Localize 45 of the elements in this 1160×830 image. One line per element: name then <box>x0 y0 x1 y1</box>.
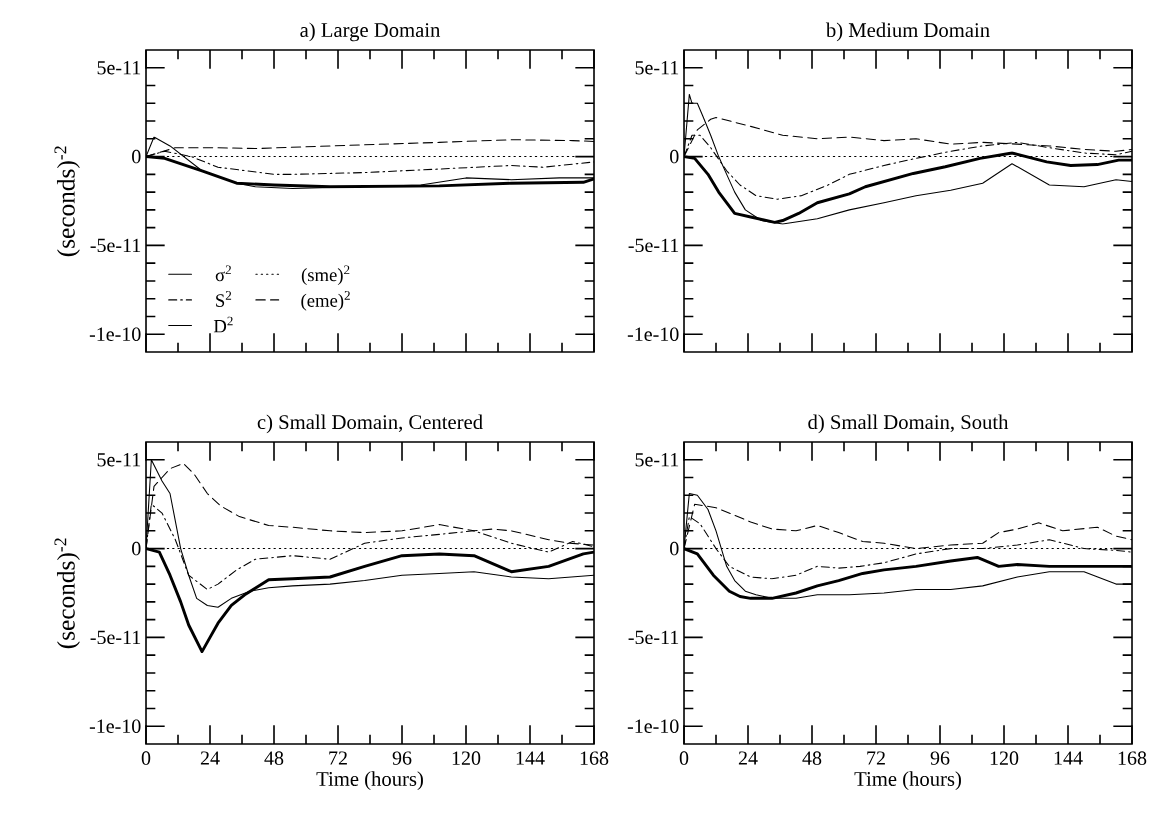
x-tick-label: 96 <box>392 751 412 765</box>
x-tick-label: 72 <box>867 751 885 765</box>
legend-label: (sme)$^{2}$ <box>301 265 350 286</box>
y-tick-label: 0 <box>670 541 679 556</box>
legend-label: D$^{2}$ <box>213 316 233 333</box>
y-tick-label: -5e-11 <box>90 630 141 645</box>
x-tick-label: 48 <box>802 751 822 765</box>
x-tick-label: 24 <box>738 751 758 765</box>
y-axis-title: (seconds)$^{-2}$ <box>54 538 80 649</box>
x-tick-label: 120 <box>452 751 481 765</box>
x-tick-label: 0 <box>141 751 151 765</box>
y-tick-label: -1e-10 <box>89 327 141 341</box>
y-tick-label: -1e-10 <box>89 719 141 733</box>
y-tick-label: 5e-11 <box>97 61 141 75</box>
y-tick-label: -5e-11 <box>628 630 679 645</box>
y-tick-label: 5e-11 <box>635 453 679 467</box>
x-tick-label: 144 <box>516 751 545 765</box>
y-tick-label: 5e-11 <box>97 453 141 467</box>
legend-label: (eme)$^{2}$ <box>301 291 350 311</box>
y-tick-label: 0 <box>670 149 679 164</box>
x-axis-title: Time (hours) <box>854 771 961 791</box>
x-axis-title: Time (hours) <box>316 771 423 791</box>
x-tick-label: 168 <box>1118 751 1147 765</box>
y-tick-label: -5e-11 <box>628 238 679 253</box>
y-tick-label: -1e-10 <box>627 719 679 733</box>
y-tick-label: -5e-11 <box>90 238 141 253</box>
legend-label: σ$^{2}$ <box>215 265 231 282</box>
chart-title: c) Small Domain, Centered <box>257 414 483 434</box>
x-tick-label: 24 <box>200 751 220 765</box>
x-tick-label: 72 <box>329 751 347 765</box>
y-axis-title: (seconds)$^{-2}$ <box>54 146 80 257</box>
x-tick-label: 144 <box>1054 751 1083 765</box>
x-tick-label: 48 <box>264 751 284 765</box>
y-tick-label: -1e-10 <box>627 327 679 341</box>
y-tick-label: 5e-11 <box>635 61 679 75</box>
chart-title: a) Large Domain <box>300 22 441 42</box>
x-tick-label: 120 <box>990 751 1019 765</box>
chart-title: d) Small Domain, South <box>808 414 1009 434</box>
x-tick-label: 168 <box>580 751 609 765</box>
x-tick-label: 96 <box>930 751 950 765</box>
y-tick-label: 0 <box>132 149 141 164</box>
x-tick-label: 0 <box>679 751 689 765</box>
chart-title: b) Medium Domain <box>825 22 990 42</box>
legend-label: S$^{2}$ <box>216 291 232 307</box>
y-tick-label: 0 <box>132 541 141 556</box>
